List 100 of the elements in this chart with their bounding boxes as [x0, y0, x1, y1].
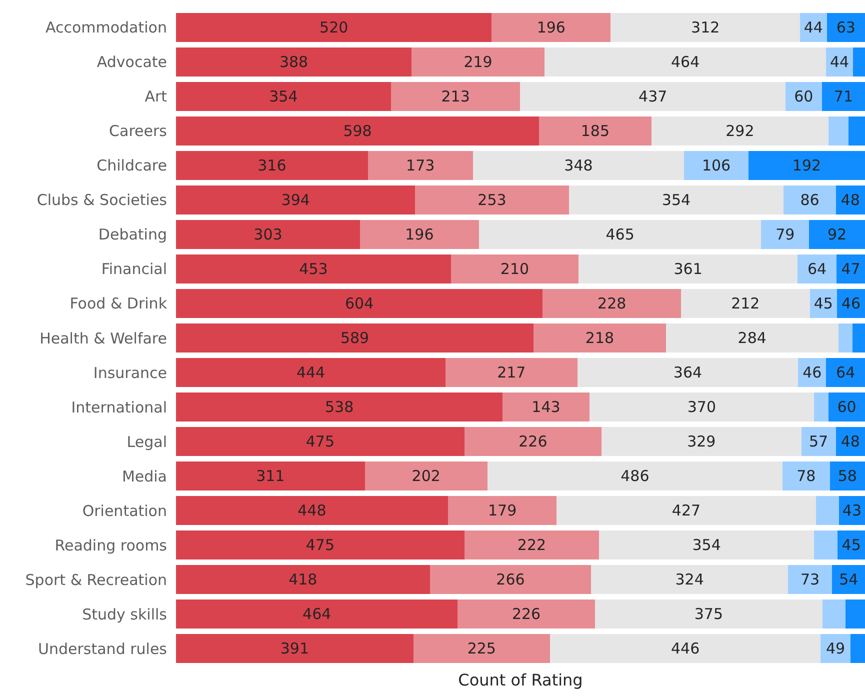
bar [176, 600, 458, 629]
data-label: 354 [662, 190, 691, 209]
data-label: 73 [800, 570, 820, 589]
bar [761, 220, 810, 249]
data-label: 324 [675, 570, 704, 589]
bar [651, 116, 829, 146]
data-label: 329 [687, 432, 716, 451]
bar [520, 82, 786, 111]
bar [487, 462, 782, 491]
bar [852, 324, 865, 352]
data-label: 538 [324, 398, 354, 416]
data-label: 486 [620, 467, 650, 486]
data-label: 196 [405, 225, 434, 244]
y-tick-label: Accommodation [45, 18, 167, 37]
bar [782, 462, 830, 491]
bar [502, 392, 590, 422]
bar [820, 634, 850, 664]
data-label: 225 [467, 640, 496, 658]
data-label: 43 [842, 502, 862, 520]
bar [539, 116, 652, 146]
bar [450, 254, 578, 284]
bar [415, 185, 569, 214]
bar [360, 220, 479, 249]
bar [472, 150, 684, 180]
data-label: 106 [702, 156, 731, 174]
data-label: 228 [598, 294, 626, 312]
bar [684, 150, 748, 180]
bar [544, 47, 826, 76]
data-label: 48 [840, 432, 860, 451]
data-label: 266 [496, 570, 525, 589]
bar [599, 530, 814, 560]
bar [176, 288, 543, 318]
data-label: 437 [638, 87, 668, 106]
bar [798, 254, 836, 284]
data-label: 179 [488, 502, 517, 520]
data-label: 57 [809, 432, 828, 451]
bar [594, 600, 823, 629]
data-label: 45 [842, 536, 861, 554]
data-label: 284 [738, 329, 766, 347]
data-label: 348 [564, 156, 593, 174]
bar [448, 496, 557, 526]
bar [176, 254, 451, 284]
bar [578, 254, 798, 284]
data-label: 226 [518, 432, 548, 451]
data-label: 63 [836, 18, 856, 36]
bar [828, 116, 849, 146]
data-label: 60 [794, 87, 814, 106]
data-label: 453 [299, 260, 328, 278]
data-label: 202 [412, 467, 440, 486]
y-tick-label: Legal [126, 432, 167, 451]
bar [446, 358, 578, 388]
data-label: 475 [306, 536, 334, 554]
data-label: 64 [836, 364, 856, 382]
bar [848, 116, 865, 146]
bar [464, 427, 602, 456]
bar [478, 220, 762, 249]
data-label: 303 [254, 225, 282, 244]
data-label: 60 [837, 398, 856, 416]
bar [591, 565, 788, 594]
data-label: 86 [800, 190, 820, 209]
bar [176, 116, 540, 146]
bar [816, 496, 839, 526]
data-label: 444 [296, 364, 326, 382]
data-label: 210 [500, 260, 530, 278]
bar [666, 324, 838, 352]
bar [822, 82, 865, 111]
data-label: 45 [814, 294, 833, 312]
bar [801, 427, 836, 456]
y-tick-label: Reading rooms [54, 536, 168, 554]
y-tick-label: Financial [101, 260, 167, 278]
bar [176, 565, 430, 594]
y-tick-label: Clubs & Societies [36, 191, 168, 210]
data-label: 226 [512, 605, 541, 624]
bar [364, 462, 488, 491]
bar [577, 358, 798, 388]
bar [681, 288, 810, 318]
data-label: 464 [302, 605, 332, 624]
bar [176, 392, 503, 422]
data-label: 354 [269, 87, 298, 106]
bar [784, 185, 836, 214]
data-label: 418 [288, 570, 318, 589]
y-tick-label: Orientation [82, 502, 167, 520]
data-label: 47 [841, 260, 860, 278]
data-label: 598 [343, 122, 372, 140]
y-tick-label: Study skills [82, 605, 168, 624]
bar [176, 150, 368, 180]
data-label: 446 [670, 640, 700, 658]
data-label: 464 [670, 52, 700, 71]
data-label: 213 [441, 87, 470, 106]
data-label: 311 [256, 467, 285, 486]
bar [492, 12, 611, 42]
data-label: 427 [672, 502, 701, 520]
data-label: 218 [585, 329, 614, 347]
y-tick-label: Insurance [93, 364, 167, 382]
data-label: 44 [830, 52, 850, 71]
bar [852, 47, 865, 76]
bar [464, 530, 600, 560]
data-label: 253 [478, 190, 506, 209]
y-tick-label: Debating [98, 226, 167, 244]
bar [832, 565, 865, 594]
